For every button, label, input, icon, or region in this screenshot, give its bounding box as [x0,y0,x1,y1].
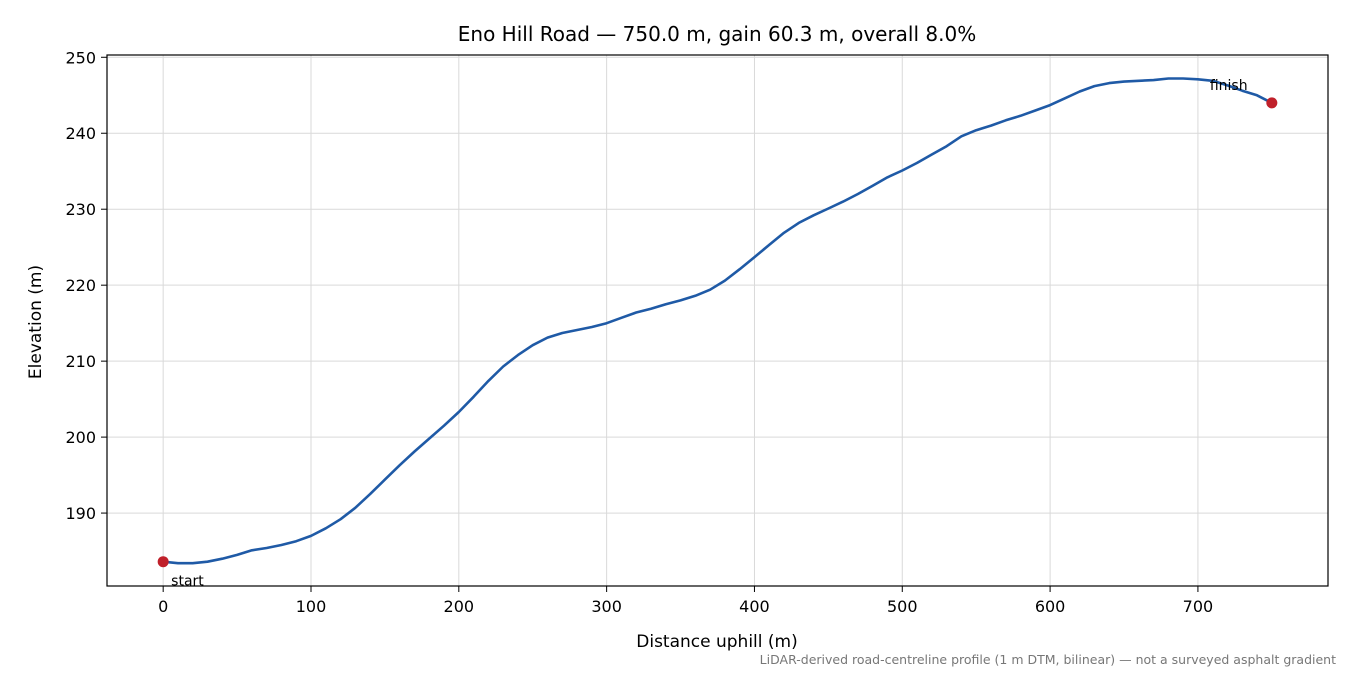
elevation-line [161,77,1274,565]
x-tick-label: 500 [887,597,918,616]
axes-frame [106,54,1329,587]
x-axis-ticks: 0 100 200 300 400 500 600 700 [158,586,1213,616]
finish-marker [1266,97,1278,109]
footnote: LiDAR-derived road-centreline profile (1… [760,652,1336,667]
y-tick-label: 190 [65,504,96,523]
plot-frame [106,54,1329,587]
start-label: start [171,574,204,590]
y-tick-label: 220 [65,276,96,295]
series-layer [161,77,1274,565]
y-tick-label: 240 [65,124,96,143]
y-tick-label: 230 [65,200,96,219]
x-tick-label: 200 [444,597,475,616]
y-axis-ticks: 190 200 210 220 230 240 250 [65,48,107,523]
x-tick-label: 0 [158,597,168,616]
x-tick-label: 100 [296,597,327,616]
annotation-layer: start finish [157,78,1278,590]
y-tick-label: 250 [65,48,96,67]
start-marker [157,556,169,568]
x-tick-label: 400 [739,597,770,616]
x-axis-label: Distance uphill (m) [636,632,797,652]
chart-title: Eno Hill Road — 750.0 m, gain 60.3 m, ov… [458,22,976,46]
x-tick-label: 700 [1183,597,1214,616]
finish-label: finish [1210,78,1248,94]
x-tick-label: 300 [591,597,622,616]
y-axis-label: Elevation (m) [26,265,46,379]
y-tick-label: 200 [65,428,96,447]
y-tick-label: 210 [65,352,96,371]
grid-lines [107,55,1328,586]
x-tick-label: 600 [1035,597,1066,616]
